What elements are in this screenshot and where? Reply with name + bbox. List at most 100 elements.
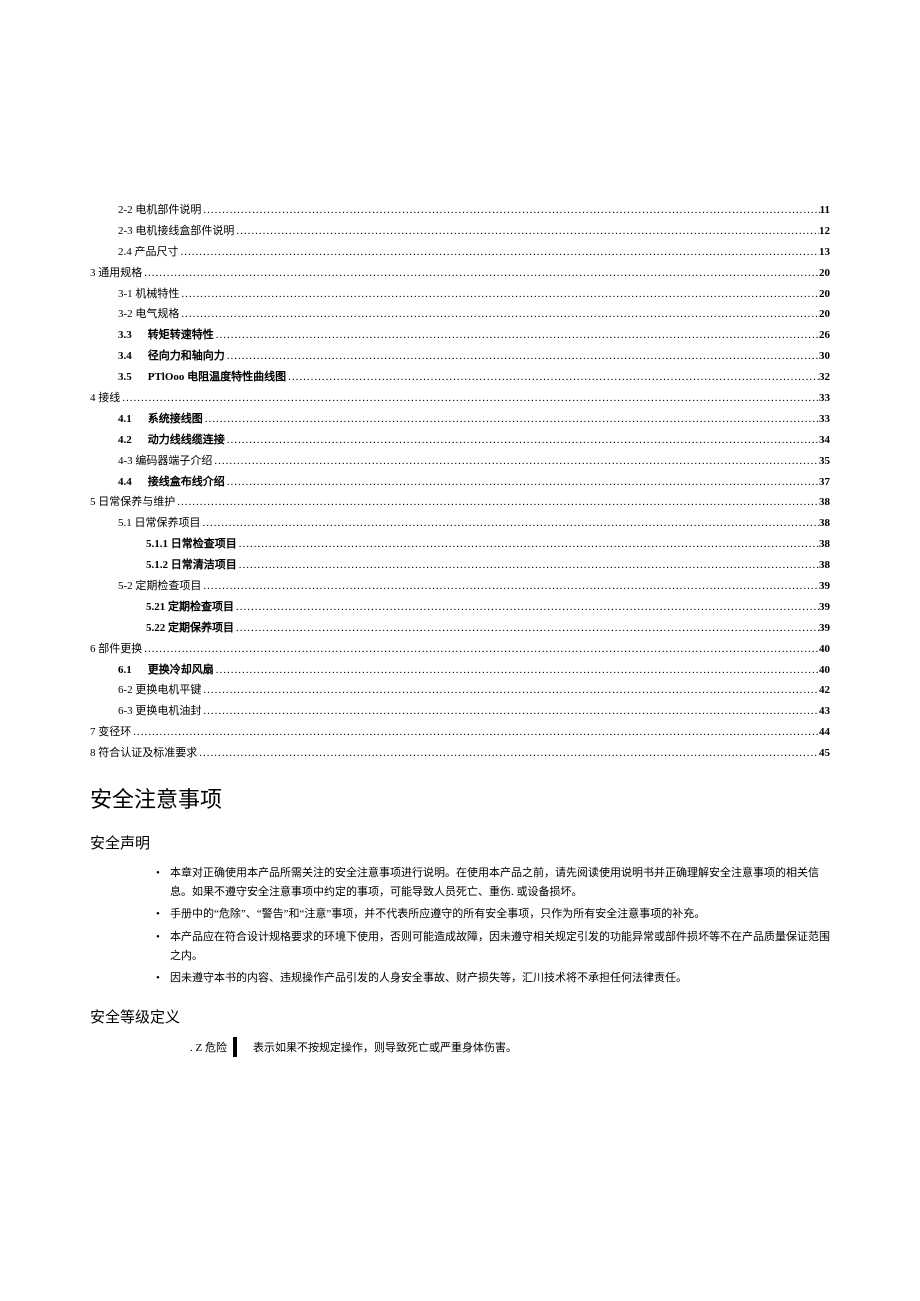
toc-entry: 3-2 电气规格20: [90, 304, 830, 325]
toc-page-number: 13: [819, 242, 830, 263]
toc-entry: 7 变径环 44: [90, 722, 830, 743]
toc-page-number: 20: [819, 263, 830, 284]
toc-leader-dots: [234, 597, 819, 618]
toc-page-number: 12: [819, 221, 830, 242]
toc-page-number: 30: [819, 346, 830, 367]
toc-leader-dots: [142, 639, 819, 660]
toc-label: 系统接线图: [148, 409, 203, 430]
toc-entry: 5-2 定期检查项目39: [90, 576, 830, 597]
toc-entry: 5.1 日常保养项目 38: [90, 513, 830, 534]
toc-leader-dots: [142, 263, 819, 284]
toc-label: 8 符合认证及标准要求: [90, 743, 197, 764]
toc-number: 3.4: [118, 346, 148, 367]
toc-label: 5.21 定期检查项目: [146, 597, 234, 618]
toc-label: 4 接线: [90, 388, 120, 409]
danger-badge: . Z 危险: [190, 1037, 243, 1057]
toc-entry: 3 通用规格20: [90, 263, 830, 284]
toc-label: 5-2 定期检查项目: [118, 576, 201, 597]
toc-entry: 2-3 电机接线盒部件说明 12: [90, 221, 830, 242]
safety-bullet-item: 本章对正确使用本产品所需关注的安全注意事项进行说明。在使用本产品之前，请先阅读使…: [170, 864, 830, 901]
toc-page-number: 40: [819, 639, 830, 660]
toc-label: 2-3 电机接线盒部件说明: [118, 221, 234, 242]
toc-leader-dots: [234, 221, 819, 242]
toc-leader-dots: [201, 200, 819, 221]
toc-page-number: 44: [819, 722, 830, 743]
toc-leader-dots: [214, 660, 819, 681]
toc-number: 4.2: [118, 430, 148, 451]
toc-label: 3-1 机械特性: [118, 284, 179, 305]
toc-page-number: 37: [819, 472, 830, 493]
toc-label: 6-3 更换电机油封: [118, 701, 201, 722]
toc-label: 2.4 产品尺寸: [118, 242, 179, 263]
document-page: 2-2 电机部件说明112-3 电机接线盒部件说明 12 2.4 产品尺寸 133 通…: [0, 0, 920, 1117]
toc-leader-dots: [286, 367, 819, 388]
toc-leader-dots: [201, 576, 819, 597]
toc-page-number: 38: [819, 492, 830, 513]
toc-entry: 3-1 机械特性 20: [90, 284, 830, 305]
toc-entry: 6 部件更换40: [90, 639, 830, 660]
toc-page-number: 39: [819, 618, 830, 639]
toc-page-number: 20: [819, 284, 830, 305]
safety-bullet-item: 本产品应在符合设计规格要求的环境下使用，否则可能造成故障，因未遵守相关规定引发的…: [170, 928, 830, 965]
toc-leader-dots: [225, 346, 819, 367]
toc-leader-dots: [225, 472, 819, 493]
toc-leader-dots: [225, 430, 819, 451]
toc-entry: 5.21 定期检查项目39: [90, 597, 830, 618]
toc-leader-dots: [237, 534, 819, 555]
toc-label: 转矩转速特性: [148, 325, 214, 346]
toc-label: 5.1 日常保养项目: [118, 513, 201, 534]
toc-entry: 8 符合认证及标准要求 45: [90, 743, 830, 764]
toc-entry: 5.1.2 日常清洁项目 38: [90, 555, 830, 576]
toc-label: 2-2 电机部件说明: [118, 200, 201, 221]
toc-label: 5.22 定期保养项目: [146, 618, 234, 639]
toc-entry: 6-3 更换电机油封43: [90, 701, 830, 722]
toc-entry: 4.4接线盒布线介绍37: [90, 472, 830, 493]
toc-page-number: 33: [819, 409, 830, 430]
toc-entry: 4-3 编码器端子介绍 35: [90, 451, 830, 472]
toc-entry: 4.1系统接线图 33: [90, 409, 830, 430]
toc-page-number: 33: [819, 388, 830, 409]
danger-bar-icon: [233, 1037, 237, 1057]
toc-label: PTlOoo 电阻温度特性曲线图: [148, 367, 286, 388]
toc-leader-dots: [179, 304, 819, 325]
toc-leader-dots: [175, 492, 819, 513]
toc-label: 径向力和轴向力: [148, 346, 225, 367]
toc-page-number: 26: [819, 325, 830, 346]
toc-label: 7 变径环: [90, 722, 131, 743]
toc-leader-dots: [131, 722, 819, 743]
safety-bullet-item: 因未遵守本书的内容、违规操作产品引发的人身安全事故、财产损失等，汇川技术将不承担…: [170, 969, 830, 988]
toc-page-number: 34: [819, 430, 830, 451]
toc-page-number: 40: [819, 660, 830, 681]
safety-heading: 安全注意事项: [90, 782, 830, 814]
toc-label: 接线盒布线介绍: [148, 472, 225, 493]
toc-leader-dots: [201, 513, 820, 534]
toc-page-number: 38: [819, 555, 830, 576]
toc-page-number: 35: [819, 451, 830, 472]
toc-entry: 3.4径向力和轴向力 30: [90, 346, 830, 367]
danger-definition-row: . Z 危险 表示如果不按规定操作，则导致死亡或严重身体伤害。: [90, 1037, 830, 1057]
toc-entry: 4.2动力线线缆连接 34: [90, 430, 830, 451]
toc-entry: 5.1.1 日常检查项目38: [90, 534, 830, 555]
toc-label: 6-2 更换电机平键: [118, 680, 201, 701]
toc-entry: 2.4 产品尺寸 13: [90, 242, 830, 263]
toc-entry: 4 接线 33: [90, 388, 830, 409]
danger-text: 表示如果不按规定操作，则导致死亡或严重身体伤害。: [253, 1039, 517, 1055]
toc-leader-dots: [201, 680, 819, 701]
toc-label: 动力线线缆连接: [148, 430, 225, 451]
toc-page-number: 20: [819, 304, 830, 325]
toc-label: 4-3 编码器端子介绍: [118, 451, 212, 472]
toc-entry: 2-2 电机部件说明11: [90, 200, 830, 221]
toc-leader-dots: [120, 388, 819, 409]
toc-number: 3.5: [118, 367, 148, 388]
toc-leader-dots: [179, 284, 819, 305]
toc-page-number: 38: [819, 513, 830, 534]
toc-leader-dots: [234, 618, 819, 639]
toc-leader-dots: [201, 701, 819, 722]
toc-number: 3.3: [118, 325, 148, 346]
toc-number: 6.1: [118, 660, 148, 681]
toc-number: 4.1: [118, 409, 148, 430]
toc-leader-dots: [214, 325, 819, 346]
toc-entry: 6-2 更换电机平键42: [90, 680, 830, 701]
toc-label: 5.1.2 日常清洁项目: [146, 555, 237, 576]
toc-page-number: 45: [819, 743, 830, 764]
